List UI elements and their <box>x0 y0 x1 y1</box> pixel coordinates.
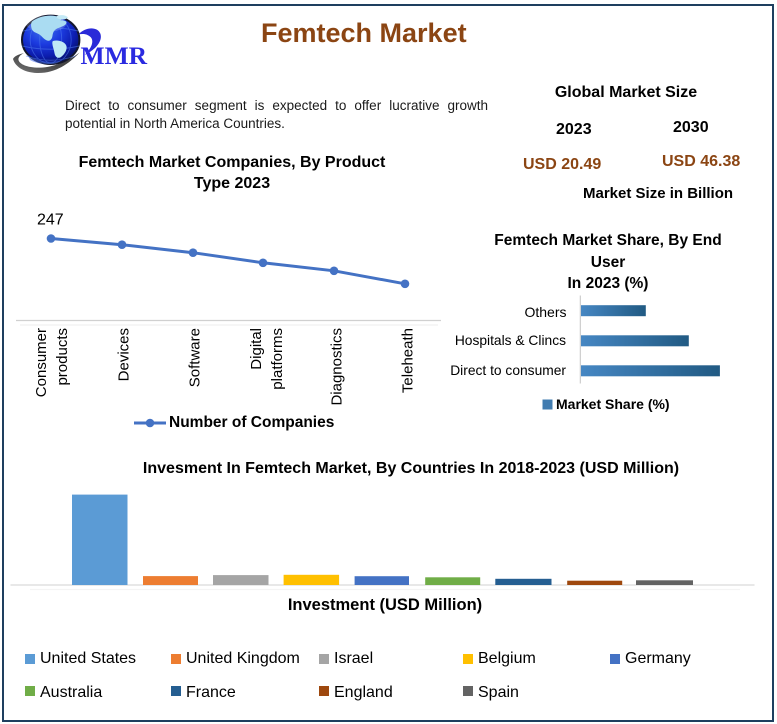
svg-text:Software: Software <box>186 328 203 387</box>
svg-text:products: products <box>54 328 71 386</box>
svg-text:247: 247 <box>37 211 64 228</box>
svg-text:Teleheath: Teleheath <box>399 328 416 393</box>
svg-text:Consumer: Consumer <box>33 328 50 397</box>
svg-text:Digital: Digital <box>248 328 265 370</box>
svg-text:Devices: Devices <box>115 328 132 381</box>
svg-text:MMR: MMR <box>81 41 148 70</box>
svg-text:platforms: platforms <box>269 328 286 390</box>
svg-text:Diagnostics: Diagnostics <box>328 328 345 406</box>
